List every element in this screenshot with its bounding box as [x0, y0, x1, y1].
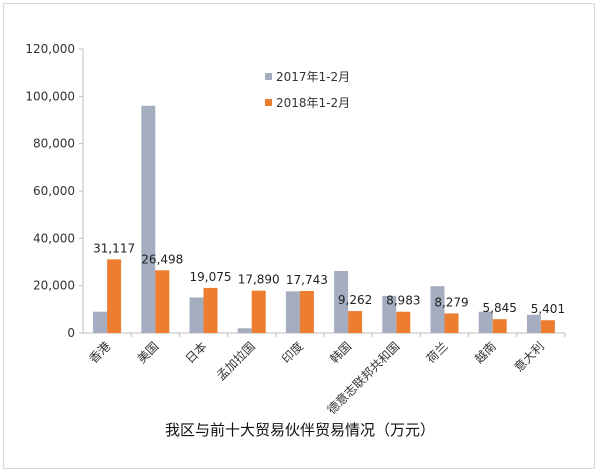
y-tick-label: 80,000 — [33, 137, 75, 151]
y-tick-label: 100,000 — [25, 89, 75, 103]
data-label: 8,279 — [434, 295, 468, 309]
category-label: 韩国 — [327, 339, 355, 367]
legend-label: 2017年1-2月 — [276, 70, 350, 84]
bar-2017 — [382, 295, 397, 333]
category-label: 香港 — [86, 339, 113, 366]
category-label: 美国 — [135, 339, 162, 366]
chart-frame — [3, 3, 595, 469]
bar-2018 — [492, 319, 507, 333]
y-tick-label: 120,000 — [25, 42, 75, 56]
data-label: 9,262 — [338, 293, 372, 307]
data-label: 5,845 — [483, 301, 517, 315]
bar-2017 — [141, 105, 156, 333]
data-label: 17,890 — [238, 273, 280, 287]
bar-2018 — [251, 290, 266, 333]
category-label: 印度 — [278, 339, 306, 367]
bar-2018 — [396, 311, 411, 333]
data-label: 17,743 — [286, 273, 328, 287]
category-label: 意大利 — [511, 339, 547, 375]
bar-2017 — [478, 311, 493, 333]
data-label: 31,117 — [93, 241, 135, 255]
bar-2018 — [155, 270, 170, 333]
data-label: 26,498 — [141, 252, 183, 266]
bar-2018 — [107, 259, 122, 333]
y-tick-label: 0 — [67, 326, 75, 340]
category-label: 荷兰 — [424, 339, 451, 366]
category-label: 日本 — [183, 339, 210, 366]
category-label: 孟加拉国 — [213, 339, 258, 384]
bar-2018 — [444, 313, 459, 333]
data-label: 19,075 — [190, 270, 232, 284]
data-label: 5,401 — [531, 302, 565, 316]
bar-2017 — [526, 314, 541, 333]
bar-2018 — [203, 287, 218, 333]
bar-2018 — [299, 291, 314, 333]
bar-2017 — [237, 328, 252, 333]
bar-2017 — [93, 311, 108, 333]
bar-2017 — [430, 286, 445, 333]
bar-2017 — [189, 297, 204, 333]
legend-swatch — [265, 99, 272, 106]
bar-2017 — [285, 291, 300, 333]
chart-title: 我区与前十大贸易伙伴贸易情况（万元） — [164, 421, 435, 439]
bar-2017 — [334, 270, 349, 333]
y-tick-label: 20,000 — [33, 279, 75, 293]
legend-swatch — [265, 73, 272, 80]
data-label: 8,983 — [386, 294, 420, 308]
y-tick-label: 60,000 — [33, 184, 75, 198]
category-label: 越南 — [471, 339, 499, 367]
legend-label: 2018年1-2月 — [276, 96, 350, 110]
y-tick-label: 40,000 — [33, 231, 75, 245]
bar-2018 — [348, 311, 363, 333]
bar-2018 — [540, 320, 555, 333]
